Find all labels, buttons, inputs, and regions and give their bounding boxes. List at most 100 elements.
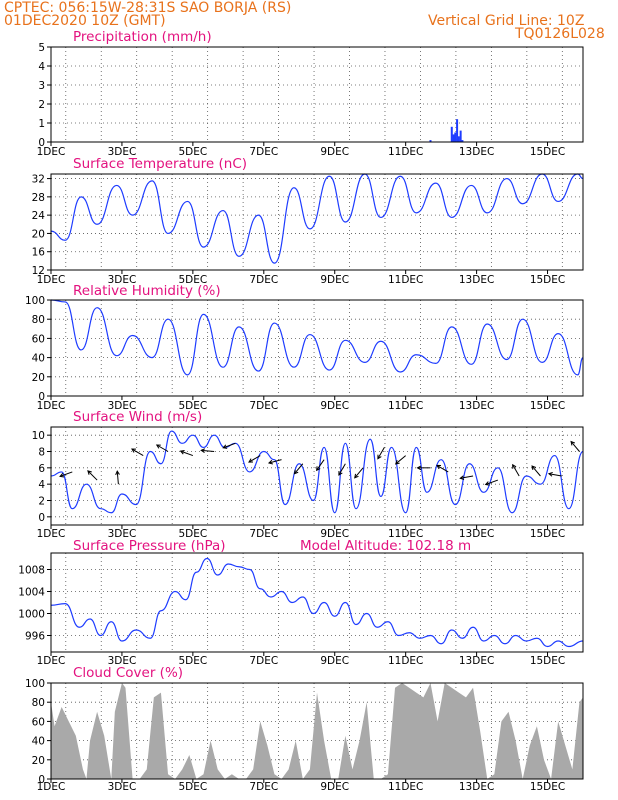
wind-vector-head: [267, 459, 273, 465]
panel-temp: Surface Temperature (nC) 12 16 20 24 28 32 1DEC…: [32, 156, 584, 286]
y-tick-label: 996: [25, 631, 45, 643]
y-tick-label: 20: [32, 755, 45, 767]
wind-vector-head: [394, 460, 400, 465]
panel-frame: [50, 46, 584, 143]
y-tick-label: 4: [38, 61, 45, 73]
wind-vector: [87, 470, 98, 481]
series-line-pres: [50, 557, 584, 648]
x-tick-label: 3DEC: [108, 146, 137, 158]
wind-vector-head: [484, 481, 490, 486]
wind-vector-head: [131, 448, 136, 453]
panel-title: Surface Temperature (nC): [73, 156, 247, 172]
y-tick-label: 24: [32, 210, 46, 222]
x-tick-label: 7DEC: [249, 400, 278, 412]
y-tick-label: 60: [32, 716, 45, 728]
panel-frame: [50, 299, 584, 397]
wind-vector-head: [87, 470, 92, 475]
wind-vector-shaft: [294, 463, 304, 475]
wind-vector: [570, 440, 580, 452]
wind-vector-shaft: [59, 471, 73, 477]
panel-rh: Relative Humidity (%) 0 20 40 60 80 100 1DEC 3DE…: [25, 283, 584, 412]
wind-vector-shaft: [180, 450, 194, 457]
wind-vector: [155, 444, 169, 452]
panel-frame: [50, 682, 584, 780]
wind-vector-shaft: [338, 463, 346, 476]
y-tick-label: 4: [38, 479, 45, 491]
wind-vector: [131, 448, 144, 457]
y-tick-label: 32: [32, 174, 45, 186]
grid-note: Vertical Grid Line: 10Z: [428, 13, 584, 29]
x-tick-label: 5DEC: [178, 400, 207, 412]
wind-vector-shaft: [570, 441, 580, 452]
panel-title: Relative Humidity (%): [73, 283, 221, 299]
wind-vector-head: [354, 473, 359, 479]
y-tick-label: 20: [32, 372, 45, 384]
wind-vector-head: [436, 464, 441, 470]
wind-vector-head: [377, 454, 382, 460]
wind-vector: [293, 463, 304, 475]
y-tick-label: 100: [25, 295, 45, 307]
panel-title: Surface Pressure (hPa): [73, 538, 226, 554]
precip-bar: [429, 140, 432, 142]
y-tick-label: 20: [32, 228, 45, 240]
x-tick-label: 9DEC: [320, 655, 349, 667]
y-tick-label: 0: [38, 137, 45, 149]
precip-bar: [461, 140, 464, 142]
precip-bar: [450, 126, 453, 142]
x-tick-label: 3DEC: [108, 781, 137, 793]
wind-vector-shaft: [512, 464, 520, 477]
wind-vector-shaft: [248, 455, 261, 463]
y-tick-label: 8: [38, 447, 45, 459]
x-tick-label: 13DEC: [459, 528, 494, 540]
y-tick-label: 28: [32, 192, 45, 204]
panel-frame: [50, 173, 584, 271]
y-tick-label: 2: [38, 496, 45, 508]
wind-vector-shaft: [460, 475, 474, 479]
wind-vector-shaft: [436, 464, 449, 473]
y-tick-label: 80: [32, 697, 45, 709]
series-line-rh: [50, 299, 584, 376]
x-tick-label: 11DEC: [388, 655, 423, 667]
x-tick-label: 9DEC: [320, 400, 349, 412]
x-tick-label: 7DEC: [249, 655, 278, 667]
x-tick-label: 15DEC: [530, 146, 565, 158]
y-tick-label: 0: [38, 512, 45, 524]
wind-vector-head: [115, 470, 120, 476]
x-tick-label: 15DEC: [530, 400, 565, 412]
y-tick-label: 1000: [18, 609, 45, 621]
wind-vector-head: [222, 444, 228, 449]
wind-vector-shaft: [531, 465, 541, 477]
panel-frame: [50, 552, 584, 653]
y-tick-label: 80: [32, 314, 45, 326]
cloud-area: [51, 683, 583, 779]
x-tick-label: 15DEC: [530, 528, 565, 540]
wind-vector-head: [547, 471, 553, 477]
wind-vector-head: [155, 444, 161, 449]
wind-vector-shaft: [548, 473, 562, 477]
x-tick-label: 11DEC: [388, 528, 423, 540]
wind-vector: [354, 467, 364, 479]
y-tick-label: 1: [38, 118, 45, 130]
precip-bar: [457, 136, 460, 142]
x-tick-label: 15DEC: [530, 655, 565, 667]
precip-bar: [454, 132, 457, 142]
x-tick-label: 1DEC: [37, 274, 66, 286]
station-header: CPTEC: 056:15W-28:31S SAO BORJA (RS): [4, 0, 291, 16]
x-tick-label: 5DEC: [178, 274, 207, 286]
panel-frame: [50, 426, 584, 526]
series-line-wind: [50, 430, 584, 514]
y-tick-label: 10: [32, 430, 45, 442]
x-tick-label: 1DEC: [37, 655, 66, 667]
wind-vector-shaft: [87, 470, 98, 481]
run-date: 01DEC2020 10Z (GMT): [4, 13, 166, 29]
product-code: TQ0126L028: [514, 26, 605, 42]
y-tick-label: 100: [25, 678, 45, 690]
x-tick-label: 7DEC: [249, 781, 278, 793]
x-tick-label: 7DEC: [249, 146, 278, 158]
panel-precip: Precipitation (mm/h) 0 1 2 3 4 5 1DEC 3DEC 5DEC 7D…: [37, 29, 584, 158]
series-line-temp: [50, 173, 584, 264]
x-tick-label: 9DEC: [320, 528, 349, 540]
wind-vector: [394, 455, 406, 465]
wind-vector: [377, 447, 385, 460]
